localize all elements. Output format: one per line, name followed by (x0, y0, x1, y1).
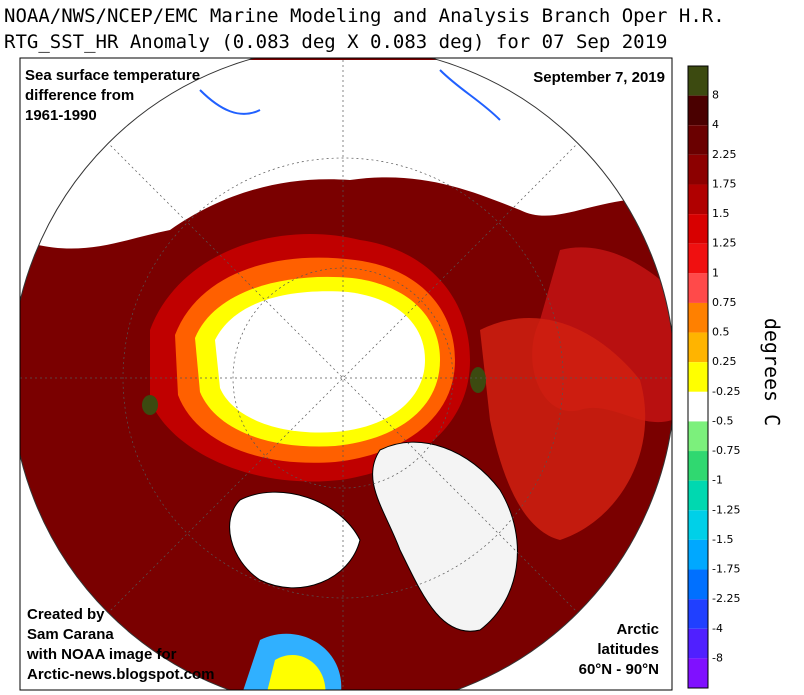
caption-line: Sea surface temperature (25, 67, 200, 84)
caption: Sea surface temperature difference from 19… (25, 67, 200, 124)
legend-swatch (688, 66, 708, 96)
legend-label: 1.25 (712, 237, 737, 250)
legend-label: 0.25 (712, 355, 737, 368)
legend-label: 8 (712, 89, 719, 102)
legend-swatch (688, 243, 708, 274)
legend-swatch (688, 362, 708, 392)
region-line: 60°N - 90°N (579, 661, 659, 678)
legend-swatch (688, 184, 708, 215)
legend-label: 0.75 (712, 296, 737, 309)
legend-label: -1.5 (712, 533, 733, 546)
legend-label: -8 (712, 651, 723, 664)
legend-label: -0.75 (712, 444, 740, 457)
region-line: Arctic (616, 621, 659, 638)
legend-label: 0.5 (712, 326, 730, 339)
legend-label: 1.75 (712, 177, 737, 190)
legend-label: -1 (712, 474, 723, 487)
legend-label: -4 (712, 622, 723, 635)
legend-unit: degrees C (760, 318, 784, 426)
legend-swatch (688, 125, 708, 155)
legend-swatch (688, 214, 708, 244)
legend-label: -1.25 (712, 503, 740, 516)
legend-swatch (688, 391, 708, 422)
legend-swatch (688, 154, 708, 185)
legend-label: 1.5 (712, 207, 730, 220)
legend: 8 4 2.25 1.75 1.5 1.25 1 0.75 0.5 0.25 -0.25 -0.5 -0… (687, 65, 740, 689)
legend-label: -1.75 (712, 563, 740, 576)
legend-label: -0.5 (712, 414, 733, 427)
title-line2: RTG_SST_HR Anomaly (0.083 deg X 0.083 de… (4, 31, 667, 53)
legend-swatch (688, 332, 708, 363)
title-line1: NOAA/NWS/NCEP/EMC Marine Modeling and An… (4, 5, 725, 27)
legend-label: -0.25 (712, 385, 740, 398)
legend-swatch (688, 273, 708, 303)
credit: Created by Sam Carana with NOAA image for A… (26, 606, 215, 683)
legend-swatch (688, 658, 708, 688)
region: Arctic latitudes 60°N - 90°N (579, 621, 659, 678)
legend-swatch (688, 599, 708, 629)
legend-swatch (688, 302, 708, 333)
legend-label: 2.25 (712, 148, 737, 161)
legend-swatch (688, 480, 708, 511)
legend-swatch (688, 628, 708, 659)
legend-swatch (688, 569, 708, 600)
legend-swatch (688, 539, 708, 570)
caption-line: 1961-1990 (25, 107, 97, 124)
legend-label: 1 (712, 266, 719, 279)
credit-line: with NOAA image for (26, 646, 177, 663)
credit-line: Sam Carana (27, 626, 114, 643)
legend-label: -2.25 (712, 592, 740, 605)
legend-swatch (688, 510, 708, 540)
legend-swatch (688, 95, 708, 126)
legend-label: 4 (712, 118, 719, 131)
caption-line: difference from (25, 87, 134, 104)
map-date: September 7, 2019 (533, 69, 665, 86)
credit-line: Created by (27, 606, 105, 623)
region-line: latitudes (597, 641, 659, 658)
legend-swatch (688, 451, 708, 481)
credit-line: Arctic-news.blogspot.com (27, 666, 215, 683)
legend-frame (687, 65, 709, 689)
map (20, 58, 672, 690)
legend-swatch (688, 421, 708, 452)
